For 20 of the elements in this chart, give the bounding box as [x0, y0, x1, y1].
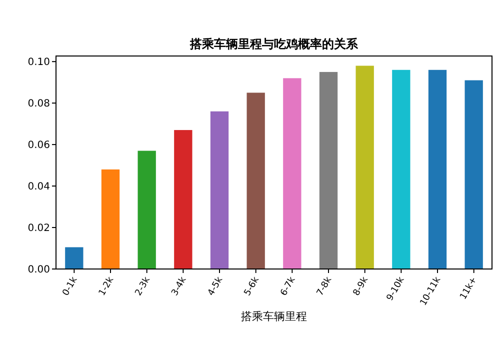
y-tick-label: 0.02	[28, 223, 50, 234]
y-tick-label: 0.06	[28, 140, 50, 152]
bar	[246, 92, 265, 269]
bar	[319, 72, 338, 269]
x-axis-title: 搭乘车辆里程	[241, 310, 307, 323]
y-tick-label: 0.00	[28, 264, 50, 276]
y-tick-label: 0.08	[28, 98, 50, 110]
bar	[356, 66, 374, 269]
y-tick-label: 0.10	[28, 57, 50, 68]
chart-title: 搭乘车辆里程与吃鸡概率的关系	[189, 37, 359, 51]
bar	[210, 111, 229, 269]
y-tick-label: 0.04	[28, 182, 50, 193]
bar	[138, 150, 156, 269]
bar	[101, 169, 120, 269]
bar	[392, 70, 410, 269]
bar	[428, 70, 447, 269]
bar	[65, 247, 84, 269]
bar	[174, 130, 192, 269]
bar	[464, 80, 483, 269]
bar	[283, 78, 302, 269]
